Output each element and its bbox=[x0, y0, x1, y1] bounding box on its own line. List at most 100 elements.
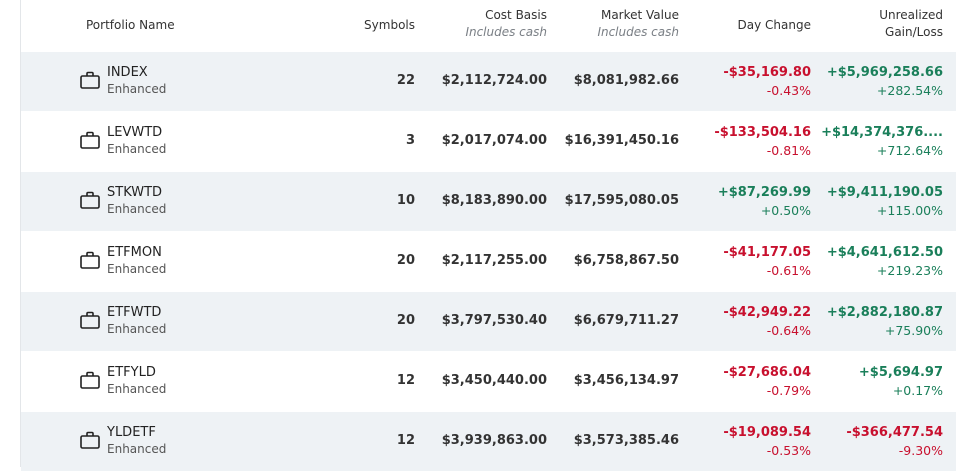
portfolio-name[interactable]: ETFMON bbox=[107, 245, 162, 260]
table-row[interactable]: STKWTD Enhanced 10 $8,183,890.00 $17,595… bbox=[21, 172, 956, 232]
portfolio-name[interactable]: STKWTD bbox=[107, 185, 163, 200]
column-header-label: Market Value bbox=[600, 8, 679, 22]
portfolio-type: Enhanced bbox=[107, 382, 167, 396]
unrealized-gain-loss-cell: -$366,477.54 -9.30% bbox=[846, 424, 943, 460]
portfolio-name-cell[interactable]: ETFMON Enhanced bbox=[107, 245, 166, 277]
column-header-label: Cost Basis bbox=[485, 8, 547, 22]
briefcase-icon bbox=[80, 191, 100, 209]
unrealized-amount: -$366,477.54 bbox=[846, 425, 943, 440]
unrealized-amount: +$14,374,376.... bbox=[821, 125, 943, 140]
column-header-label: Symbols bbox=[364, 18, 415, 32]
portfolio-name-cell[interactable]: STKWTD Enhanced bbox=[107, 185, 166, 217]
briefcase-icon bbox=[80, 71, 100, 89]
portfolio-type: Enhanced bbox=[107, 262, 167, 276]
cost-basis-value: $3,450,440.00 bbox=[441, 373, 547, 388]
unrealized-percent: +282.54% bbox=[876, 83, 943, 98]
column-header-label: Gain/Loss bbox=[885, 25, 943, 39]
portfolio-type: Enhanced bbox=[107, 142, 167, 156]
column-header-label: Day Change bbox=[737, 18, 811, 32]
market-value-value: $6,758,867.50 bbox=[573, 253, 679, 268]
day-change-amount: -$41,177.05 bbox=[723, 245, 811, 260]
day-change-percent: -0.43% bbox=[766, 83, 811, 98]
unrealized-gain-loss-cell: +$14,374,376.... +712.64% bbox=[821, 124, 943, 160]
column-header-portfolio-name[interactable]: Portfolio Name bbox=[86, 17, 175, 34]
symbols-count: 10 bbox=[396, 193, 415, 208]
portfolio-type: Enhanced bbox=[107, 442, 167, 456]
market-value-value: $6,679,711.27 bbox=[573, 313, 679, 328]
portfolio-type: Enhanced bbox=[107, 322, 167, 336]
market-value-value: $17,595,080.05 bbox=[564, 193, 679, 208]
table-row[interactable]: ETFMON Enhanced 20 $2,117,255.00 $6,758,… bbox=[21, 232, 956, 292]
symbols-count: 12 bbox=[396, 373, 415, 388]
cost-basis-value: $8,183,890.00 bbox=[441, 193, 547, 208]
day-change-cell: -$42,949.22 -0.64% bbox=[723, 304, 811, 340]
unrealized-gain-loss-cell: +$2,882,180.87 +75.90% bbox=[827, 304, 943, 340]
portfolio-name-cell[interactable]: ETFYLD Enhanced bbox=[107, 365, 166, 397]
column-header-day-change[interactable]: Day Change bbox=[738, 17, 811, 34]
unrealized-percent: +219.23% bbox=[876, 263, 943, 278]
portfolio-table: Portfolio Name Symbols Cost Basis Includ… bbox=[20, 0, 956, 472]
portfolio-type: Enhanced bbox=[107, 202, 167, 216]
portfolio-name-cell[interactable]: INDEX Enhanced bbox=[107, 65, 166, 97]
day-change-amount: -$133,504.16 bbox=[714, 125, 811, 140]
table-row[interactable]: ETFYLD Enhanced 12 $3,450,440.00 $3,456,… bbox=[21, 352, 956, 412]
portfolio-name[interactable]: ETFYLD bbox=[107, 365, 156, 380]
day-change-amount: +$87,269.99 bbox=[717, 185, 811, 200]
day-change-percent: -0.53% bbox=[766, 443, 811, 458]
unrealized-gain-loss-cell: +$4,641,612.50 +219.23% bbox=[827, 244, 943, 280]
portfolio-name[interactable]: ETFWTD bbox=[107, 305, 162, 320]
unrealized-percent: +712.64% bbox=[876, 143, 943, 158]
portfolio-name[interactable]: LEVWTD bbox=[107, 125, 163, 140]
column-header-cost-basis[interactable]: Cost Basis Includes cash bbox=[465, 7, 547, 41]
day-change-amount: -$42,949.22 bbox=[723, 305, 811, 320]
briefcase-icon bbox=[80, 131, 100, 149]
day-change-percent: -0.64% bbox=[766, 323, 811, 338]
symbols-count: 20 bbox=[396, 313, 415, 328]
day-change-amount: -$27,686.04 bbox=[723, 365, 811, 380]
portfolio-name[interactable]: YLDETF bbox=[107, 425, 156, 440]
day-change-cell: -$133,504.16 -0.81% bbox=[714, 124, 811, 160]
table-row[interactable]: INDEX Enhanced 22 $2,112,724.00 $8,081,9… bbox=[21, 52, 956, 112]
cost-basis-value: $2,112,724.00 bbox=[441, 73, 547, 88]
day-change-amount: -$35,169.80 bbox=[723, 65, 811, 80]
day-change-percent: -0.61% bbox=[766, 263, 811, 278]
table-body: INDEX Enhanced 22 $2,112,724.00 $8,081,9… bbox=[21, 52, 956, 472]
unrealized-gain-loss-cell: +$9,411,190.05 +115.00% bbox=[827, 184, 943, 220]
symbols-count: 3 bbox=[405, 133, 415, 148]
day-change-amount: -$19,089.54 bbox=[723, 425, 811, 440]
column-header-market-value[interactable]: Market Value Includes cash bbox=[597, 7, 679, 41]
day-change-percent: +0.50% bbox=[760, 203, 811, 218]
unrealized-amount: +$5,969,258.66 bbox=[826, 65, 943, 80]
day-change-cell: -$35,169.80 -0.43% bbox=[723, 64, 811, 100]
day-change-percent: -0.79% bbox=[766, 383, 811, 398]
table-row[interactable]: LEVWTD Enhanced 3 $2,017,074.00 $16,391,… bbox=[21, 112, 956, 172]
portfolio-name-cell[interactable]: YLDETF Enhanced bbox=[107, 425, 166, 457]
briefcase-icon bbox=[80, 371, 100, 389]
column-header-symbols[interactable]: Symbols bbox=[364, 17, 415, 34]
portfolio-type: Enhanced bbox=[107, 82, 167, 96]
column-header-sublabel: Includes cash bbox=[465, 25, 547, 39]
symbols-count: 12 bbox=[396, 433, 415, 448]
day-change-cell: -$41,177.05 -0.61% bbox=[723, 244, 811, 280]
market-value-value: $3,456,134.97 bbox=[573, 373, 679, 388]
day-change-cell: +$87,269.99 +0.50% bbox=[718, 184, 811, 220]
market-value-value: $3,573,385.46 bbox=[573, 433, 679, 448]
unrealized-amount: +$2,882,180.87 bbox=[826, 305, 943, 320]
column-header-unrealized-gain-loss[interactable]: Unrealized Gain/Loss bbox=[879, 7, 943, 41]
symbols-count: 20 bbox=[396, 253, 415, 268]
briefcase-icon bbox=[80, 431, 100, 449]
column-header-label: Unrealized bbox=[879, 8, 943, 22]
symbols-count: 22 bbox=[396, 73, 415, 88]
unrealized-amount: +$9,411,190.05 bbox=[826, 185, 943, 200]
portfolio-name[interactable]: INDEX bbox=[107, 65, 148, 80]
unrealized-percent: +0.17% bbox=[892, 383, 943, 398]
unrealized-gain-loss-cell: +$5,694.97 +0.17% bbox=[859, 364, 943, 400]
portfolio-name-cell[interactable]: ETFWTD Enhanced bbox=[107, 305, 166, 337]
table-row[interactable]: ETFWTD Enhanced 20 $3,797,530.40 $6,679,… bbox=[21, 292, 956, 352]
column-header-label: Portfolio Name bbox=[86, 18, 175, 32]
table-row[interactable]: YLDETF Enhanced 12 $3,939,863.00 $3,573,… bbox=[21, 412, 956, 472]
day-change-cell: -$19,089.54 -0.53% bbox=[723, 424, 811, 460]
briefcase-icon bbox=[80, 251, 100, 269]
portfolio-name-cell[interactable]: LEVWTD Enhanced bbox=[107, 125, 166, 157]
cost-basis-value: $2,117,255.00 bbox=[441, 253, 547, 268]
